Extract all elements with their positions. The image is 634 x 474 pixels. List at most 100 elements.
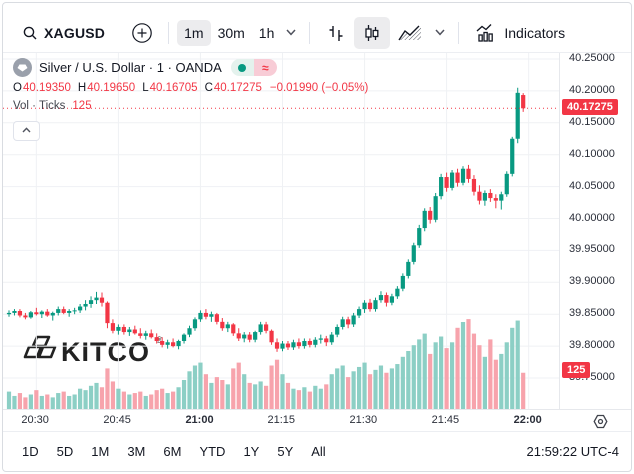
volume-bar (395, 364, 400, 409)
volume-bar (99, 387, 105, 409)
time-tick-label: 20:30 (21, 414, 49, 426)
candle-body (253, 332, 258, 340)
range-1m-button[interactable]: 1M (84, 440, 116, 463)
candle-body (105, 302, 110, 324)
volume-bar (258, 381, 263, 409)
volume-bar (121, 391, 126, 409)
range-6m-button[interactable]: 6M (156, 440, 188, 463)
candle-body (378, 295, 384, 301)
delayed-data-icon: ≈ (261, 60, 269, 75)
candle-body (165, 342, 170, 345)
indicators-button[interactable]: Indicators (467, 17, 572, 49)
range-1y-button[interactable]: 1Y (236, 440, 266, 463)
volume-bar (67, 395, 72, 409)
chart-plot-area[interactable]: KITCO ® Silver / U.S. Dollar · 1 · OANDA… (3, 53, 559, 409)
volume-bar (302, 387, 307, 409)
volume-bar (83, 390, 88, 409)
silver-symbol-logo (13, 58, 32, 77)
candle-body (116, 326, 121, 331)
volume-bar (236, 362, 241, 409)
price-tick-label: 40.20000 (569, 83, 615, 96)
candle-body (356, 309, 362, 316)
candle-body (247, 334, 252, 340)
range-5d-button[interactable]: 5D (50, 440, 81, 463)
ohlc-close: C40.17275 (204, 82, 262, 94)
candle-body (488, 192, 493, 199)
time-tick-label: 20:45 (103, 414, 131, 426)
ohlc-low: L40.16705 (142, 82, 198, 94)
time-tick-label: 21:15 (267, 414, 296, 426)
volume-bar (187, 371, 192, 409)
timeframe-group: 1m 30m 1h (177, 19, 282, 46)
volume-bar (428, 353, 433, 409)
legend-title-row[interactable]: Silver / U.S. Dollar · 1 · OANDA ≈ (13, 58, 368, 77)
candle-body (231, 324, 236, 334)
candle-body (324, 338, 329, 343)
compare-add-symbol-button[interactable] (124, 17, 160, 49)
candle-body (433, 196, 438, 220)
chart-style-chevron-down-icon[interactable] (430, 23, 450, 43)
price-scale-settings-gear-icon[interactable] (592, 413, 609, 435)
volume-bar (247, 382, 252, 409)
candle-body (449, 172, 455, 188)
range-ytd-button[interactable]: YTD (192, 440, 232, 463)
candle-body (34, 312, 39, 315)
candle-body (39, 311, 44, 315)
range-1d-button[interactable]: 1D (15, 440, 46, 463)
candle-body (510, 138, 515, 174)
price-axis[interactable]: 40.25000 40.20000 40.15000 40.10000 40.05000… (559, 52, 631, 409)
volume-bar (132, 393, 137, 409)
volume-bar (351, 371, 356, 409)
timeframe-chevron-down-icon[interactable] (281, 23, 301, 43)
ohlc-open: O40.19350 (13, 82, 71, 94)
volume-bar (329, 374, 334, 409)
volume-bar (400, 356, 405, 409)
candle-body (411, 245, 416, 262)
symbol-text: XAGUSD (44, 24, 106, 41)
volume-bar (504, 342, 509, 409)
top-toolbar: XAGUSD 1m 30m 1h Indicat (3, 3, 631, 53)
range-all-button[interactable]: All (304, 440, 332, 463)
current-price-badge: 40.17275 (562, 99, 618, 116)
chart-style-candles-button[interactable] (354, 16, 391, 49)
chart-style-bars-button[interactable] (318, 17, 354, 49)
candle-body (422, 210, 427, 229)
timeframe-1h-button[interactable]: 1h (252, 20, 282, 46)
candlestick-chart[interactable] (3, 53, 559, 409)
collapse-pane-button[interactable] (13, 121, 40, 141)
volume-bar (78, 388, 83, 409)
volume-bar (515, 320, 520, 409)
volume-bar (12, 395, 17, 409)
clock-timezone-button[interactable]: 21:59:22 UTC-4 (526, 444, 620, 459)
time-axis[interactable]: 20:30 20:45 21:00 21:15 21:30 21:45 22:00 (3, 409, 631, 431)
candle-body (395, 288, 400, 297)
candle-body (400, 275, 405, 289)
market-status-pill[interactable]: ≈ (230, 59, 277, 76)
timeframe-30m-button[interactable]: 30m (211, 20, 252, 46)
volume-bar (269, 365, 274, 409)
range-5y-button[interactable]: 5Y (270, 440, 300, 463)
candle-body (455, 172, 460, 183)
volume-bar (225, 384, 230, 409)
volume-bar (154, 390, 159, 409)
volume-bar (263, 385, 269, 409)
candle-body (45, 311, 50, 316)
candle-body (285, 343, 291, 348)
volume-bar (406, 351, 411, 409)
timeframe-1m-button[interactable]: 1m (177, 19, 211, 46)
candle-body (346, 319, 351, 325)
candle-body (121, 326, 126, 333)
candle-body (351, 315, 356, 325)
range-3m-button[interactable]: 3M (120, 440, 152, 463)
volume-bar (176, 387, 181, 409)
candle-body (258, 324, 263, 333)
symbol-search-button[interactable]: XAGUSD (15, 20, 112, 46)
candle-body (318, 338, 323, 340)
chart-style-area-button[interactable] (390, 17, 430, 49)
plus-circle-icon (132, 22, 152, 43)
volume-bar (433, 342, 438, 409)
candle-body (280, 343, 285, 349)
candle-body (389, 296, 394, 303)
volume-bar (340, 365, 345, 409)
